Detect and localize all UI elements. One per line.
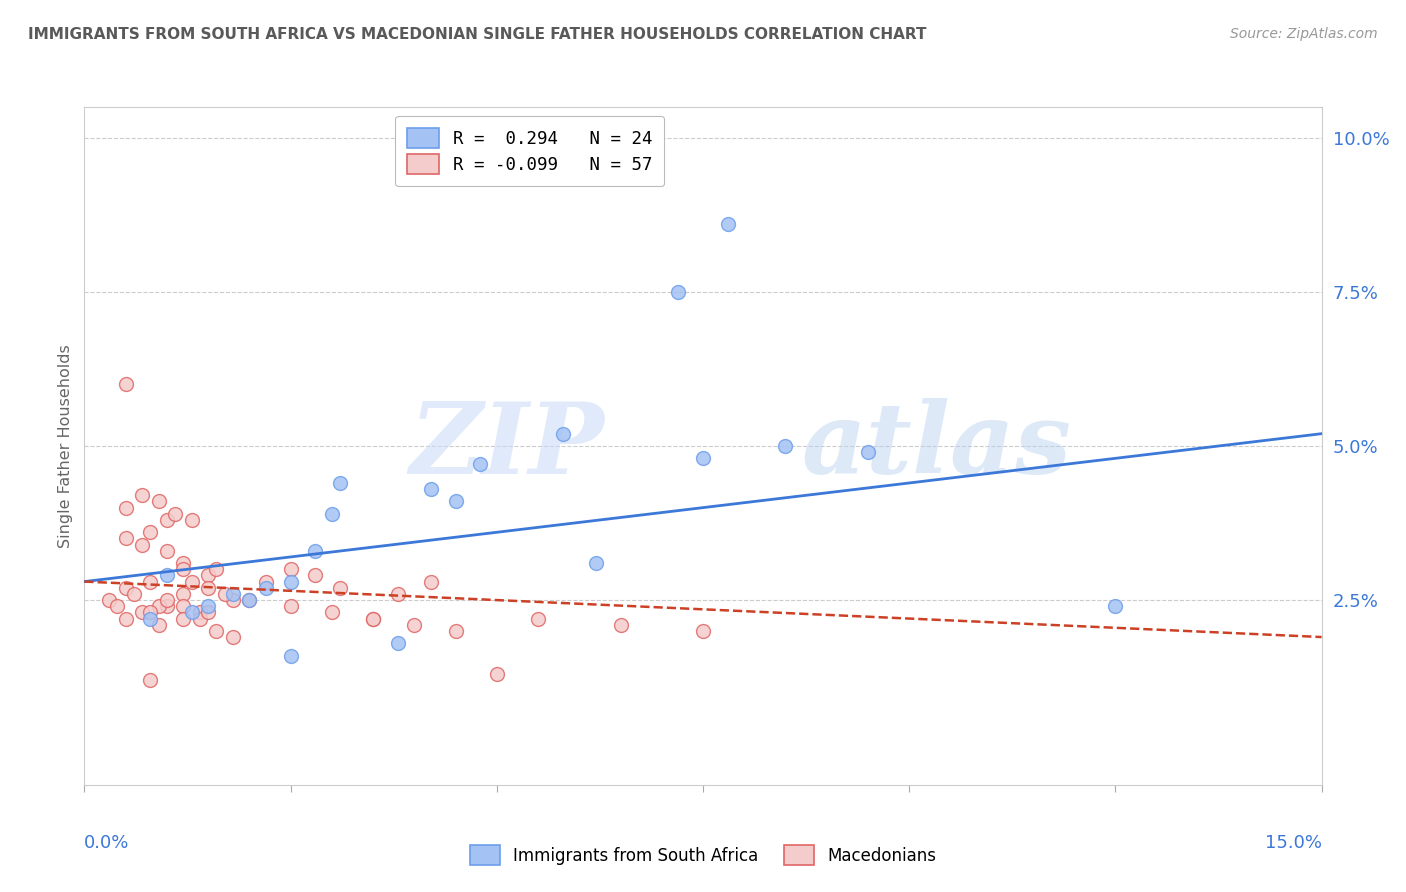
Point — [172, 599, 194, 614]
Point — [114, 611, 136, 625]
Point — [304, 568, 326, 582]
Point — [131, 606, 153, 620]
Point — [131, 538, 153, 552]
Point — [222, 587, 245, 601]
Point — [122, 587, 145, 601]
Point — [485, 667, 508, 681]
Point — [139, 525, 162, 540]
Y-axis label: Single Father Households: Single Father Households — [58, 344, 73, 548]
Point — [114, 500, 136, 515]
Point — [280, 562, 302, 576]
Text: 0.0%: 0.0% — [84, 834, 129, 852]
Point — [551, 426, 574, 441]
Point — [139, 606, 162, 620]
Point — [444, 494, 467, 508]
Text: Source: ZipAtlas.com: Source: ZipAtlas.com — [1230, 27, 1378, 41]
Point — [254, 574, 277, 589]
Point — [585, 556, 607, 570]
Point — [222, 593, 245, 607]
Point — [692, 451, 714, 466]
Point — [156, 599, 179, 614]
Point — [188, 606, 211, 620]
Point — [139, 673, 162, 688]
Point — [329, 581, 352, 595]
Point — [197, 606, 219, 620]
Point — [214, 587, 236, 601]
Point — [609, 617, 631, 632]
Point — [197, 599, 219, 614]
Point — [404, 617, 426, 632]
Text: ZIP: ZIP — [409, 398, 605, 494]
Point — [419, 482, 441, 496]
Point — [470, 458, 492, 472]
Point — [361, 611, 384, 625]
Point — [387, 587, 409, 601]
Point — [444, 624, 467, 638]
Point — [105, 599, 128, 614]
Point — [321, 606, 343, 620]
Point — [856, 445, 879, 459]
Point — [172, 562, 194, 576]
Legend: R =  0.294   N = 24, R = -0.099   N = 57: R = 0.294 N = 24, R = -0.099 N = 57 — [395, 116, 664, 186]
Point — [222, 630, 245, 644]
Point — [329, 475, 352, 490]
Point — [114, 377, 136, 392]
Point — [717, 217, 740, 231]
Point — [205, 624, 228, 638]
Point — [321, 507, 343, 521]
Point — [172, 611, 194, 625]
Point — [139, 611, 162, 625]
Point — [527, 611, 550, 625]
Point — [238, 593, 260, 607]
Point — [139, 574, 162, 589]
Point — [238, 593, 260, 607]
Point — [148, 494, 170, 508]
Text: IMMIGRANTS FROM SOUTH AFRICA VS MACEDONIAN SINGLE FATHER HOUSEHOLDS CORRELATION : IMMIGRANTS FROM SOUTH AFRICA VS MACEDONI… — [28, 27, 927, 42]
Point — [131, 488, 153, 502]
Point — [180, 513, 202, 527]
Point — [148, 599, 170, 614]
Point — [180, 606, 202, 620]
Point — [1104, 599, 1126, 614]
Point — [419, 574, 441, 589]
Point — [114, 581, 136, 595]
Point — [156, 513, 179, 527]
Text: 15.0%: 15.0% — [1264, 834, 1322, 852]
Point — [361, 611, 384, 625]
Point — [172, 587, 194, 601]
Legend: Immigrants from South Africa, Macedonians: Immigrants from South Africa, Macedonian… — [460, 836, 946, 875]
Point — [197, 581, 219, 595]
Point — [692, 624, 714, 638]
Point — [114, 532, 136, 546]
Point — [180, 574, 202, 589]
Point — [156, 593, 179, 607]
Point — [98, 593, 121, 607]
Point — [156, 543, 179, 558]
Point — [387, 636, 409, 650]
Point — [280, 599, 302, 614]
Point — [280, 574, 302, 589]
Point — [156, 568, 179, 582]
Point — [188, 611, 211, 625]
Point — [148, 617, 170, 632]
Point — [280, 648, 302, 663]
Point — [197, 568, 219, 582]
Point — [666, 285, 689, 299]
Point — [254, 581, 277, 595]
Point — [172, 556, 194, 570]
Point — [775, 439, 797, 453]
Text: atlas: atlas — [801, 398, 1071, 494]
Point — [205, 562, 228, 576]
Point — [304, 543, 326, 558]
Point — [165, 507, 187, 521]
